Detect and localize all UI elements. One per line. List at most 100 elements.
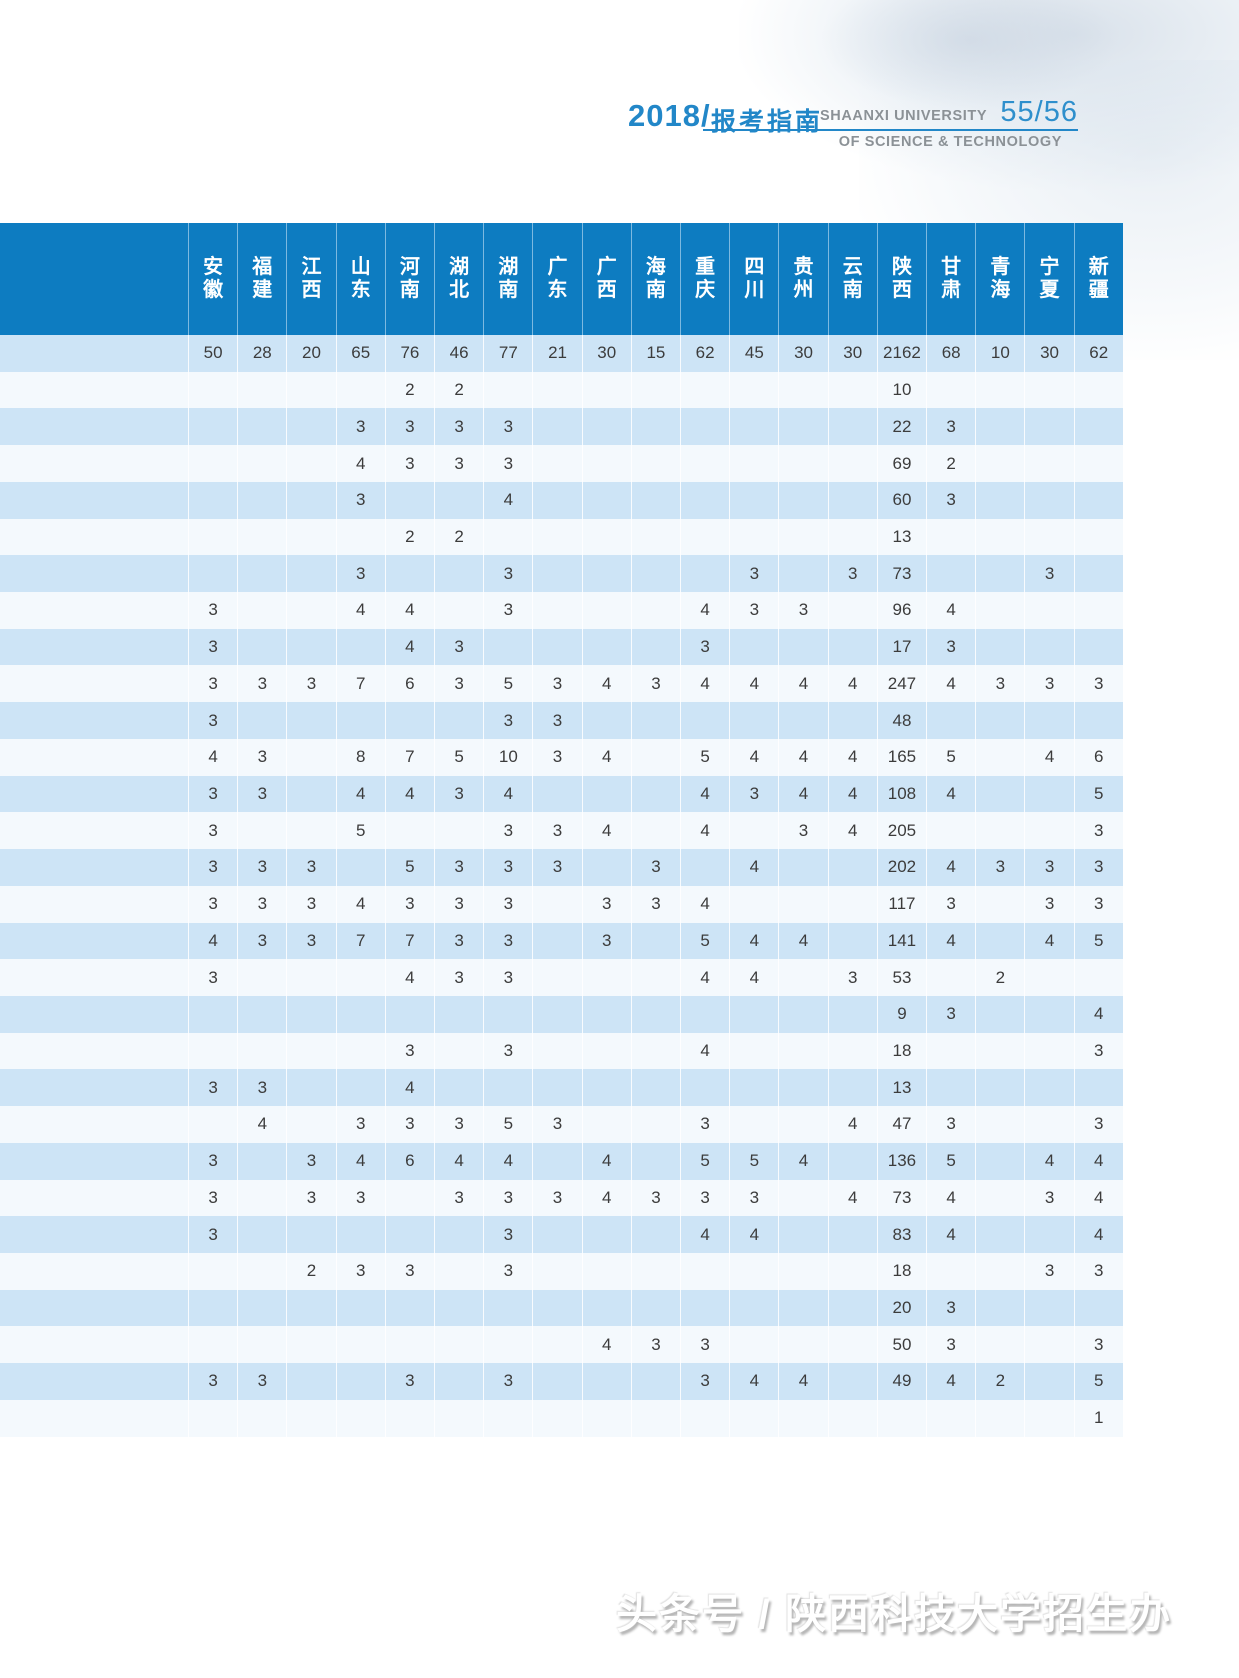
row-label-cell (0, 885, 188, 923)
table-cell-陕西: 49 (876, 1363, 927, 1400)
column-header-山东: 山东 (335, 223, 385, 335)
table-cell-河南: 3 (384, 1252, 435, 1290)
table-cell-宁夏: 3 (1024, 665, 1074, 703)
table-cell-贵州 (778, 1179, 828, 1217)
table-cell-湖南: 3 (483, 922, 533, 960)
table-row: 3 3 3 3 3 3 4 3 3 3 4 73 4 3 4 (0, 1179, 1123, 1217)
table-cell-江西: 20 (286, 335, 336, 372)
table-cell-青海 (975, 1326, 1025, 1364)
table-cell-广东 (532, 518, 582, 556)
table-cell-河南: 4 (384, 775, 435, 813)
table-cell-安徽 (188, 1106, 238, 1143)
table-cell-湖北 (434, 1363, 484, 1400)
table-cell-新疆: 3 (1073, 849, 1123, 886)
table-cell-云南 (827, 1069, 877, 1107)
table-cell-宁夏 (1024, 1289, 1074, 1327)
column-header-甘肃: 甘肃 (926, 223, 976, 335)
table-cell-湖北: 3 (434, 1179, 484, 1217)
table-header-row: 安徽福建江西山东河南湖北湖南广东广西海南重庆四川贵州云南陕西甘肃青海宁夏新疆 (0, 223, 1123, 335)
table-cell-重庆: 4 (680, 959, 730, 996)
table-cell-福建: 3 (237, 922, 287, 960)
table-cell-贵州 (778, 408, 828, 446)
column-header-福建: 福建 (237, 223, 287, 335)
table-cell-重庆: 4 (680, 775, 730, 813)
table-cell-甘肃 (926, 371, 976, 409)
table-cell-广西: 4 (581, 812, 631, 850)
table-cell-山东 (335, 628, 385, 666)
table-cell-湖北: 4 (434, 1142, 484, 1180)
row-label-cell (0, 922, 188, 960)
table-cell-新疆 (1073, 959, 1123, 996)
table-cell-广西: 3 (581, 922, 631, 960)
table-cell-海南 (630, 371, 681, 409)
table-cell-福建 (237, 1399, 287, 1437)
table-cell-福建 (237, 702, 287, 739)
row-label-cell (0, 775, 188, 813)
table-cell-云南 (827, 481, 877, 519)
table-cell-青海 (975, 1106, 1025, 1143)
row-label-cell (0, 518, 188, 556)
table-cell-广西 (581, 1363, 631, 1400)
table-cell-陕西: 17 (876, 628, 927, 666)
table-cell-广西: 4 (581, 1179, 631, 1217)
table-cell-陕西: 108 (876, 775, 927, 813)
table-cell-湖南: 10 (483, 738, 533, 776)
table-cell-海南 (630, 592, 681, 629)
table-row-totals: 50 28 20 65 76 46 77 21 30 15 62 45 30 30 2162 68 10 30 62 (0, 335, 1123, 372)
table-cell-安徽: 3 (188, 665, 238, 703)
table-cell-重庆: 4 (680, 1216, 730, 1253)
table-cell-湖南: 3 (483, 885, 533, 923)
table-cell-湖南: 5 (483, 665, 533, 703)
table-cell-山东: 4 (335, 445, 385, 482)
table-cell-青海 (975, 1399, 1025, 1437)
table-cell-陕西: 13 (876, 518, 927, 556)
table-cell-陕西: 83 (876, 1216, 927, 1253)
table-cell-甘肃 (926, 555, 976, 593)
table-cell-山东: 65 (335, 335, 385, 372)
table-cell-广东 (532, 592, 582, 629)
table-cell-宁夏 (1024, 518, 1074, 556)
table-cell-新疆 (1073, 628, 1123, 666)
table-cell-江西 (286, 775, 336, 813)
table-cell-青海: 2 (975, 959, 1025, 996)
table-row: 3 3 4 18 3 (0, 1032, 1123, 1070)
table-cell-甘肃: 3 (926, 1326, 976, 1364)
row-label-cell (0, 1289, 188, 1327)
table-cell-山东 (335, 849, 385, 886)
table-cell-山东: 3 (335, 1179, 385, 1217)
table-cell-河南 (384, 1326, 435, 1364)
table-cell-河南: 7 (384, 922, 435, 960)
table-cell-贵州 (778, 628, 828, 666)
header-page-number: 55/56 (1000, 96, 1078, 128)
table-cell-广东: 3 (532, 738, 582, 776)
cloud-decoration (819, 0, 1119, 110)
table-cell-海南 (630, 1289, 681, 1327)
table-cell-河南 (384, 812, 435, 850)
table-cell-福建 (237, 1252, 287, 1290)
table-cell-湖南: 3 (483, 1252, 533, 1290)
table-cell-安徽 (188, 1032, 238, 1070)
table-cell-重庆: 4 (680, 1032, 730, 1070)
table-cell-湖南 (483, 1069, 533, 1107)
table-cell-新疆 (1073, 555, 1123, 593)
table-cell-江西 (286, 812, 336, 850)
table-cell-河南: 6 (384, 1142, 435, 1180)
table-cell-广西 (581, 1399, 631, 1437)
column-header-云南: 云南 (827, 223, 877, 335)
table-cell-新疆: 5 (1073, 1363, 1123, 1400)
table-cell-广西 (581, 1106, 631, 1143)
table-cell-青海 (975, 555, 1025, 593)
table-cell-重庆: 3 (680, 628, 730, 666)
table-cell-湖北 (434, 702, 484, 739)
table-cell-江西 (286, 738, 336, 776)
table-cell-四川 (729, 518, 779, 556)
table-cell-甘肃: 4 (926, 592, 976, 629)
table-cell-湖北: 5 (434, 738, 484, 776)
table-cell-湖南: 3 (483, 1216, 533, 1253)
table-cell-广西: 4 (581, 1326, 631, 1364)
table-cell-四川 (729, 481, 779, 519)
table-cell-甘肃: 3 (926, 995, 976, 1033)
table-cell-四川 (729, 445, 779, 482)
table-cell-青海: 3 (975, 665, 1025, 703)
table-cell-山东 (335, 959, 385, 996)
